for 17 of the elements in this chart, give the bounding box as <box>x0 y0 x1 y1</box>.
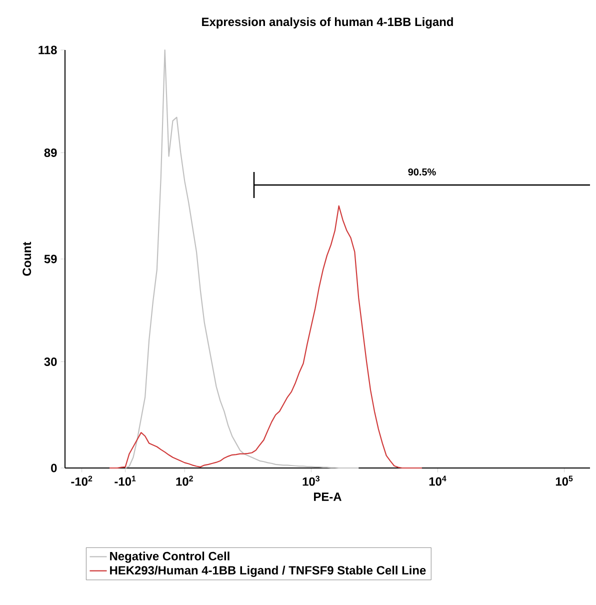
y-tick-label: 30 <box>44 357 57 366</box>
y-tick-label: 89 <box>44 148 57 157</box>
legend-label: HEK293/Human 4-1BB Ligand / TNFSF9 Stable Cell Line <box>110 566 426 577</box>
x-tick-label: -10$^{1}$ <box>114 476 136 486</box>
x-tick-label: 10$^{3}$ <box>302 476 320 486</box>
y-axis-title: Count <box>22 242 32 276</box>
x-axis-title: PE-A <box>314 492 342 501</box>
legend-label: Negative Control Cell <box>110 552 230 563</box>
annotation: 90.5% <box>408 168 436 176</box>
y-tick-label: 118 <box>38 46 57 54</box>
x-tick-label: 10$^{4}$ <box>429 476 446 486</box>
y-tick-label: 59 <box>44 254 57 264</box>
x-tick-label: 10$^{2}$ <box>176 476 193 486</box>
x-tick-label: -10$^{2}$ <box>71 476 92 486</box>
y-tick-label: 0 <box>51 464 57 472</box>
x-tick-label: 10$^{5}$ <box>556 476 573 486</box>
chart-title: Expression analysis of human 4-1BB Ligand <box>202 17 453 28</box>
